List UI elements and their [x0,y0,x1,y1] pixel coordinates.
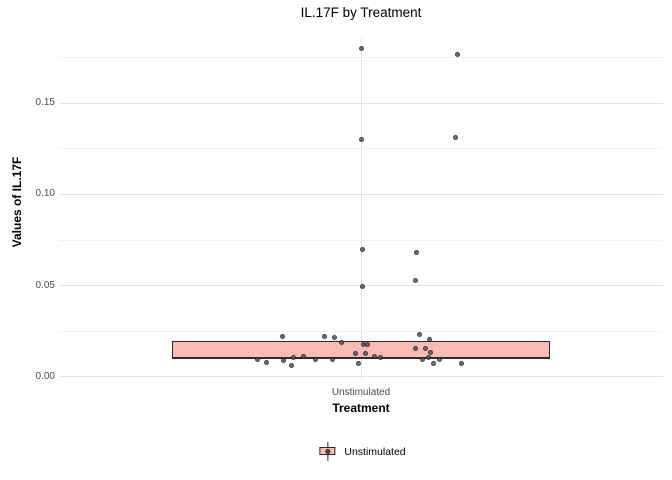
jitter-point [452,135,458,141]
jitter-point [254,356,260,362]
jitter-point [338,340,344,346]
jitter-point [263,359,269,365]
jitter-point [358,137,364,143]
jitter-point [331,335,337,341]
x-axis-title: Treatment [332,401,390,415]
jitter-point [426,337,432,343]
jitter-point [422,345,428,351]
jitter-point [413,250,419,256]
plot-panel [59,37,663,380]
jitter-point [300,353,306,359]
jitter-point [430,360,436,366]
jitter-point [359,246,365,252]
gridline-x-major [361,37,362,380]
y-tick-label: 0.10 [35,188,55,200]
legend-key-point [325,449,331,454]
y-tick-label: 0.15 [35,97,55,109]
jitter-point [280,358,286,364]
x-tick-label-unstimulated: Unstimulated [331,387,391,398]
jitter-point [358,46,364,52]
jitter-point [362,350,368,356]
jitter-point [352,350,358,356]
jitter-point [412,345,418,351]
jitter-point [458,361,464,367]
legend-boxplot-key-icon [318,442,337,461]
legend-label: Unstimulated [344,445,406,458]
jitter-point [377,355,383,361]
jitter-point [359,284,365,289]
jitter-point [288,363,294,369]
jitter-point [454,51,460,57]
jitter-point [436,356,442,362]
y-tick-label: 0.00 [35,370,55,382]
jitter-point [425,355,431,361]
plot-title: IL.17F by Treatment [300,5,422,20]
y-tick-label: 0.05 [35,279,55,291]
boxplot-median-line [172,356,550,359]
jitter-point [419,356,425,362]
jitter-point [279,334,285,340]
jitter-point [321,333,327,339]
jitter-point [312,357,318,363]
jitter-point [427,349,433,355]
jitter-point [416,331,422,337]
jitter-point [355,360,361,366]
y-axis-title: Values of IL.17F [10,156,24,248]
jitter-point [412,277,418,283]
jitter-point [329,357,335,363]
jitter-point [371,353,377,359]
legend: Unstimulated [318,442,406,461]
jitter-point [290,355,296,361]
jitter-point [364,341,370,347]
